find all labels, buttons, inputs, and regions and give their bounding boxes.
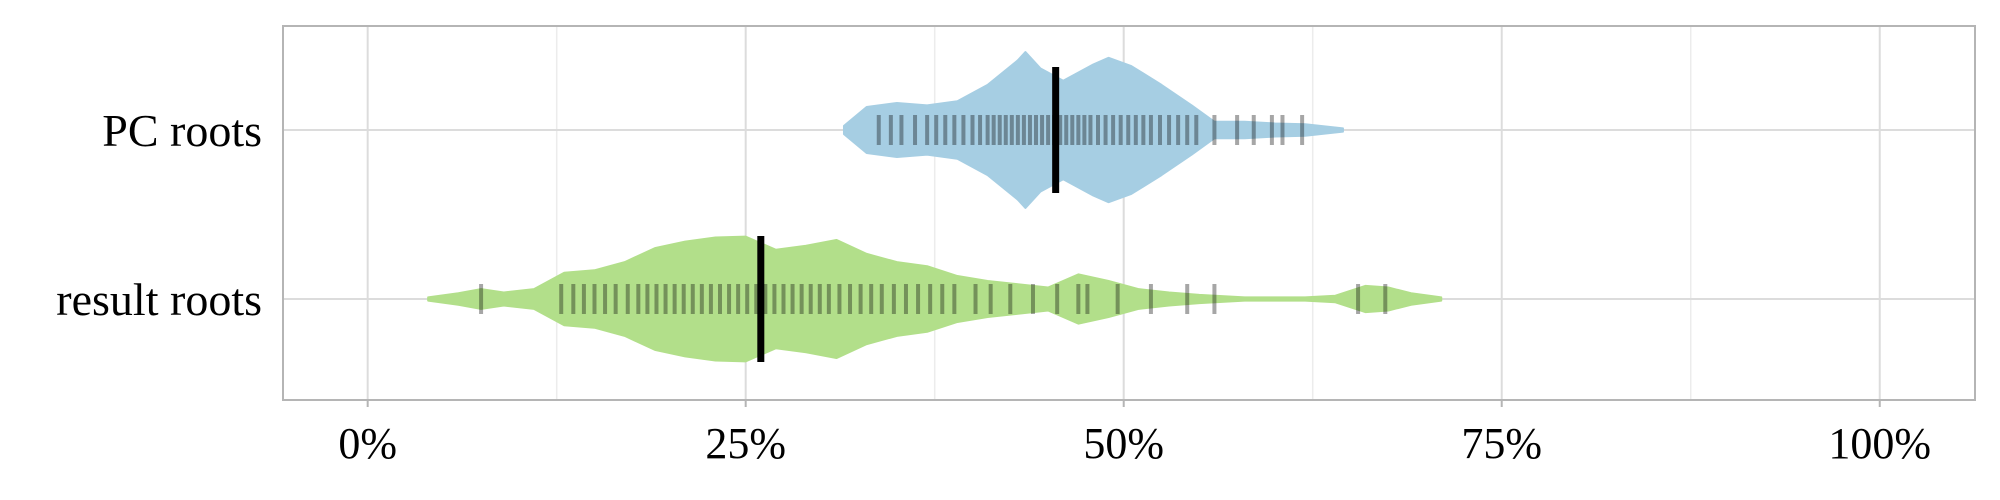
- x-tick-label: 50%: [1083, 419, 1164, 468]
- points-layer: [479, 115, 1388, 314]
- x-tick-label: 0%: [338, 419, 397, 468]
- x-axis-ticks: 0% 25% 50% 75% 100%: [338, 400, 1931, 468]
- category-labels: PC roots result roots: [56, 105, 262, 325]
- x-tick-label: 25%: [705, 419, 786, 468]
- plot-frame: [282, 25, 1976, 401]
- x-tick-label: 75%: [1461, 419, 1542, 468]
- violin-0: [842, 51, 1344, 209]
- x-tick-label: 100%: [1828, 419, 1931, 468]
- category-label: PC roots: [102, 105, 262, 156]
- median-layer: [757, 67, 1060, 362]
- violin-layer: [427, 51, 1443, 363]
- violin-1: [427, 235, 1443, 363]
- category-label: result roots: [56, 274, 262, 325]
